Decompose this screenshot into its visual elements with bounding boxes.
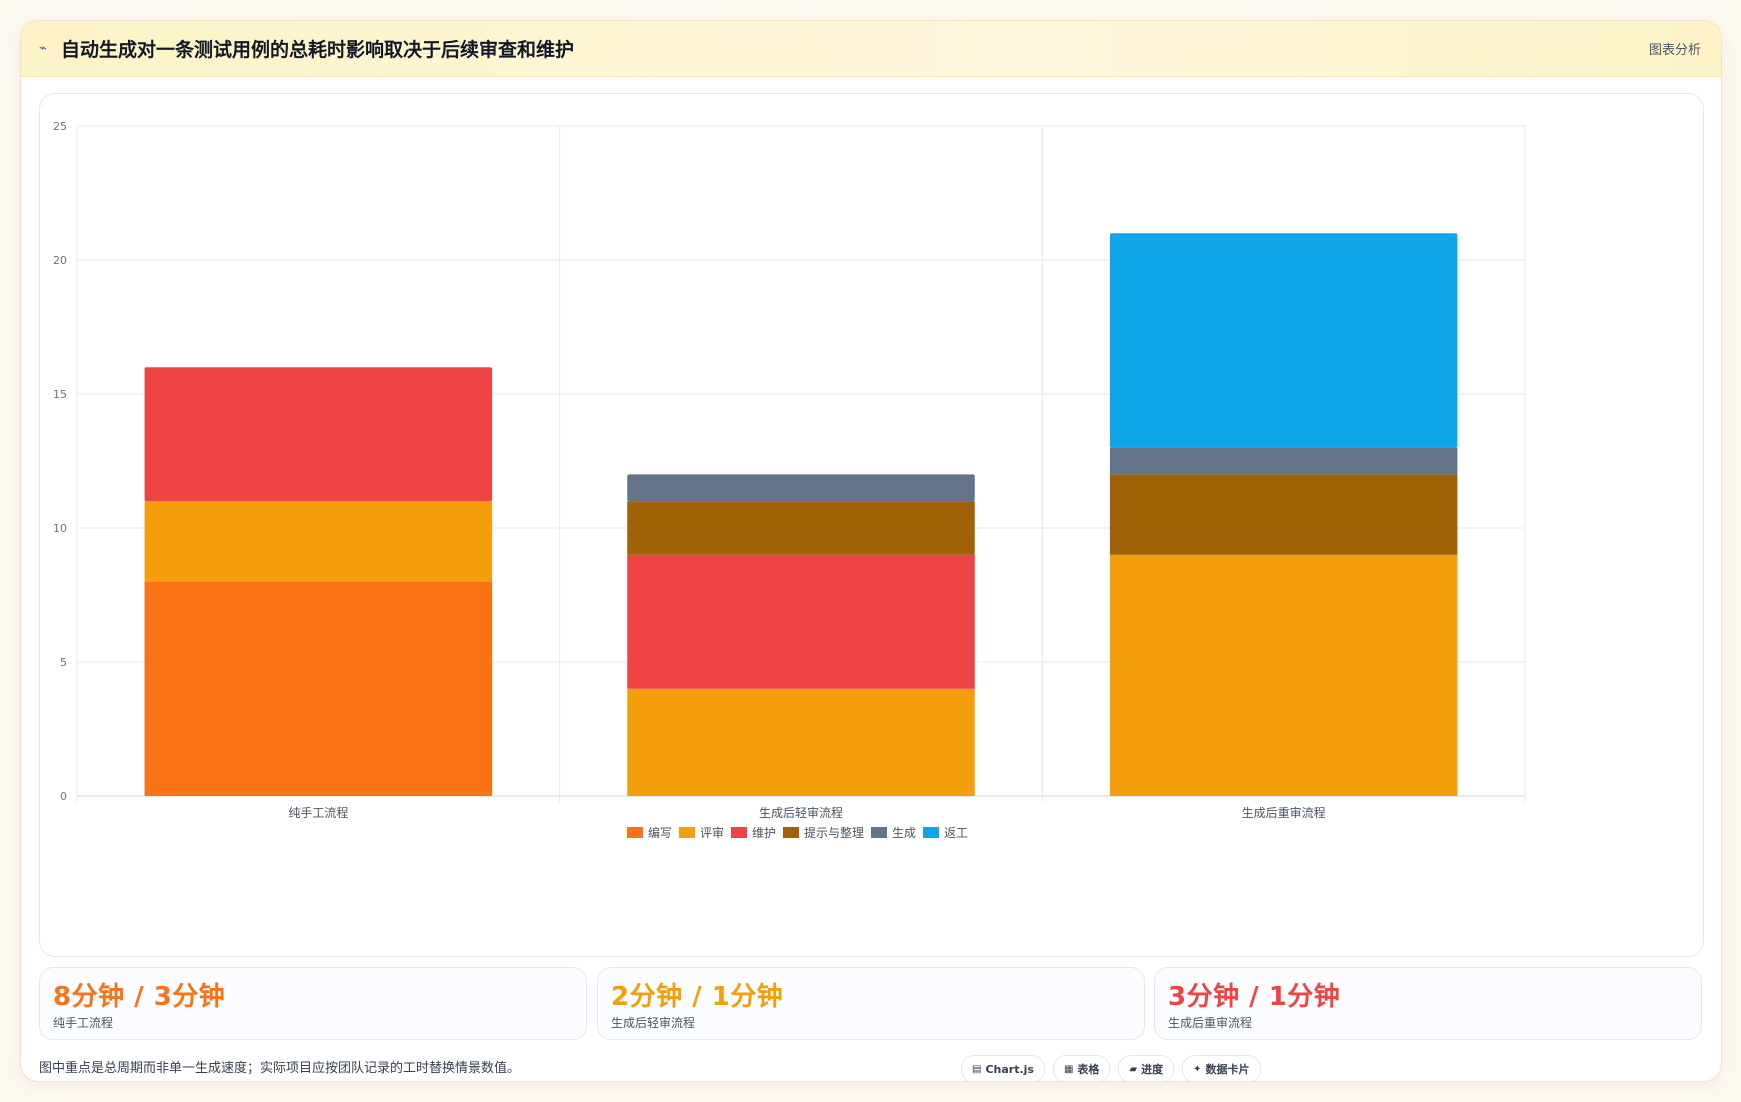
x-tick-label: 生成后重审流程 bbox=[1242, 805, 1326, 820]
x-tick-label: 生成后轻审流程 bbox=[759, 805, 843, 820]
stat-value: 2分钟 / 1分钟 bbox=[611, 982, 784, 1012]
stat-cards: 8分钟 / 3分钟 纯手工流程 2分钟 / 1分钟 生成后轻审流程 3分钟 / … bbox=[39, 967, 1702, 1040]
legend-swatch bbox=[731, 827, 747, 838]
stat-card-light-review: 2分钟 / 1分钟 生成后轻审流程 bbox=[597, 967, 1145, 1040]
badge-label: 表格 bbox=[1077, 1063, 1100, 1076]
badge-label: 数据卡片 bbox=[1205, 1063, 1250, 1076]
report-card: ⌁ 自动生成对一条测试用例的总耗时影响取决于后续审查和维护 图表分析 0 5 10 1… bbox=[20, 20, 1722, 1082]
bar-segment bbox=[627, 474, 975, 502]
stat-value: 8分钟 / 3分钟 bbox=[53, 982, 226, 1012]
stat-card-manual: 8分钟 / 3分钟 纯手工流程 bbox=[39, 967, 587, 1040]
y-tick-label: 25 bbox=[53, 120, 67, 133]
legend-swatch bbox=[871, 827, 887, 838]
bar-segment bbox=[1109, 447, 1458, 475]
bar-segment bbox=[1109, 554, 1458, 796]
x-tick-label: 纯手工流程 bbox=[288, 805, 348, 820]
y-tick-label: 15 bbox=[53, 388, 67, 401]
stat-label: 生成后重审流程 bbox=[1168, 1016, 1253, 1030]
bar-segment bbox=[144, 581, 493, 796]
legend-swatch bbox=[679, 827, 695, 838]
y-tick-label: 10 bbox=[53, 522, 67, 535]
badge-data-card[interactable]: ✦ 数据卡片 bbox=[1182, 1055, 1261, 1081]
legend-swatch bbox=[783, 827, 799, 838]
stat-value: 3分钟 / 1分钟 bbox=[1168, 982, 1341, 1012]
chart-icon: ▤ bbox=[972, 1063, 982, 1075]
table-icon: ▦ bbox=[1063, 1063, 1074, 1075]
footnote: 图中重点是总周期而非单一生成速度；实际项目应按团队记录的工时替换情景数值。 bbox=[39, 1061, 521, 1076]
bar-segment bbox=[1109, 474, 1458, 555]
bar-segment bbox=[1109, 233, 1458, 448]
legend-label: 维护 bbox=[752, 826, 776, 840]
badge-label: 进度 bbox=[1141, 1063, 1164, 1076]
bar-segment bbox=[144, 501, 493, 582]
bar-segment bbox=[144, 367, 493, 502]
progress-icon: ▰ bbox=[1129, 1063, 1138, 1075]
chart-analysis-tag: 图表分析 bbox=[1648, 43, 1701, 58]
line-chart-icon: ⌁ bbox=[39, 41, 47, 56]
tool-badges: ▤ Chart.js ▦ 表格 ▰ 进度 ✦ 数据卡片 bbox=[961, 1055, 1261, 1081]
legend-label: 生成 bbox=[892, 826, 916, 840]
stat-label: 生成后轻审流程 bbox=[611, 1016, 696, 1030]
stat-card-heavy-review: 3分钟 / 1分钟 生成后重审流程 bbox=[1154, 967, 1702, 1040]
legend-swatch bbox=[923, 827, 939, 838]
badge-label: Chart.js bbox=[985, 1062, 1034, 1076]
badge-table[interactable]: ▦ 表格 bbox=[1052, 1055, 1111, 1081]
legend-swatch bbox=[627, 827, 643, 838]
stat-label: 纯手工流程 bbox=[53, 1016, 114, 1030]
badge-chartjs[interactable]: ▤ Chart.js bbox=[961, 1055, 1045, 1081]
bar-segment bbox=[627, 688, 975, 796]
sparkle-icon: ✦ bbox=[1193, 1063, 1202, 1075]
legend-label: 提示与整理 bbox=[804, 825, 864, 840]
page-title: 自动生成对一条测试用例的总耗时影响取决于后续审查和维护 bbox=[61, 39, 575, 61]
legend-label: 返工 bbox=[944, 826, 968, 840]
y-tick-label: 20 bbox=[53, 254, 67, 267]
bar-segment bbox=[627, 554, 975, 689]
legend-label: 编写 bbox=[648, 825, 672, 840]
card-header: ⌁ 自动生成对一条测试用例的总耗时影响取决于后续审查和维护 图表分析 bbox=[21, 21, 1721, 77]
chart-panel: 0 5 10 15 20 25 纯手工流程 生成后轻审流程 生成后重审流程编写 评审 维护 提示与整理… bbox=[39, 93, 1704, 957]
badge-progress[interactable]: ▰ 进度 bbox=[1118, 1055, 1175, 1081]
bar-segment bbox=[627, 501, 975, 555]
legend-label: 评审 bbox=[700, 825, 724, 840]
y-tick-label: 5 bbox=[60, 656, 67, 669]
y-tick-label: 0 bbox=[60, 790, 67, 803]
